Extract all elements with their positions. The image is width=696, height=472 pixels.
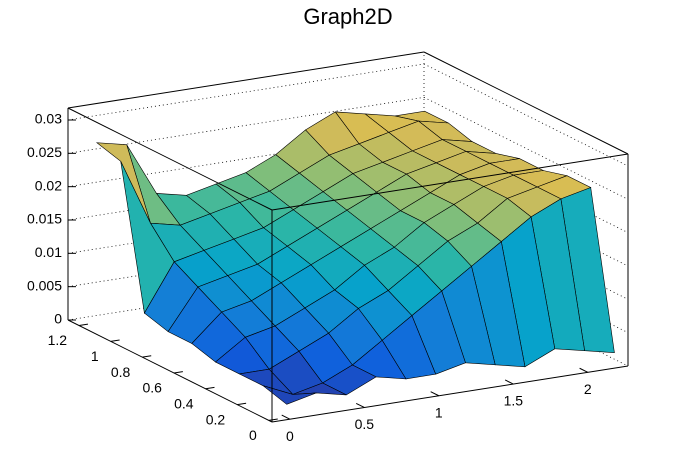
y-tick [237, 402, 247, 406]
grid-line [67, 63, 425, 121]
y-tick [110, 339, 120, 342]
box-edge [271, 153, 629, 211]
box-edge [67, 107, 273, 211]
x-tick [281, 414, 291, 420]
z-tick-label: 0.005 [27, 277, 62, 293]
y-tick [205, 386, 215, 390]
chart-title: Graph2D [303, 4, 392, 29]
x-tick [504, 379, 514, 385]
surface-cell [262, 385, 317, 405]
y-tick-label: 1.2 [48, 332, 68, 348]
y-axis [67, 319, 273, 423]
y-tick-label: 0.8 [111, 364, 131, 380]
y-tick-label: 1 [91, 348, 99, 364]
z-tick-label: 0.015 [27, 211, 62, 227]
y-tick [78, 323, 89, 327]
grid-line [67, 96, 425, 154]
x-tick [355, 402, 365, 408]
y-tick [173, 371, 183, 374]
z-tick-label: 0 [54, 311, 62, 327]
box-edge [423, 51, 629, 155]
z-tick-label: 0.03 [35, 111, 62, 127]
box-edge [67, 51, 425, 109]
z-tick-label: 0.02 [35, 177, 62, 193]
x-tick-label: 0 [286, 428, 294, 444]
z-tick-label: 0.01 [35, 244, 62, 260]
y-tick-label: 0 [249, 427, 257, 443]
x-tick [579, 367, 589, 373]
x-tick-label: 2 [584, 381, 592, 397]
x-tick [430, 391, 440, 397]
z-tick-label: 0.025 [27, 144, 62, 160]
y-tick-label: 0.2 [206, 411, 226, 427]
y-tick [268, 418, 278, 421]
x-tick-label: 1.5 [504, 393, 524, 409]
x-tick-label: 0.5 [355, 416, 375, 432]
x-axis [271, 365, 629, 423]
x-tick-label: 1 [435, 404, 443, 420]
y-tick-label: 0.6 [142, 380, 162, 396]
y-tick [142, 355, 152, 358]
y-tick-label: 0.4 [174, 395, 194, 411]
